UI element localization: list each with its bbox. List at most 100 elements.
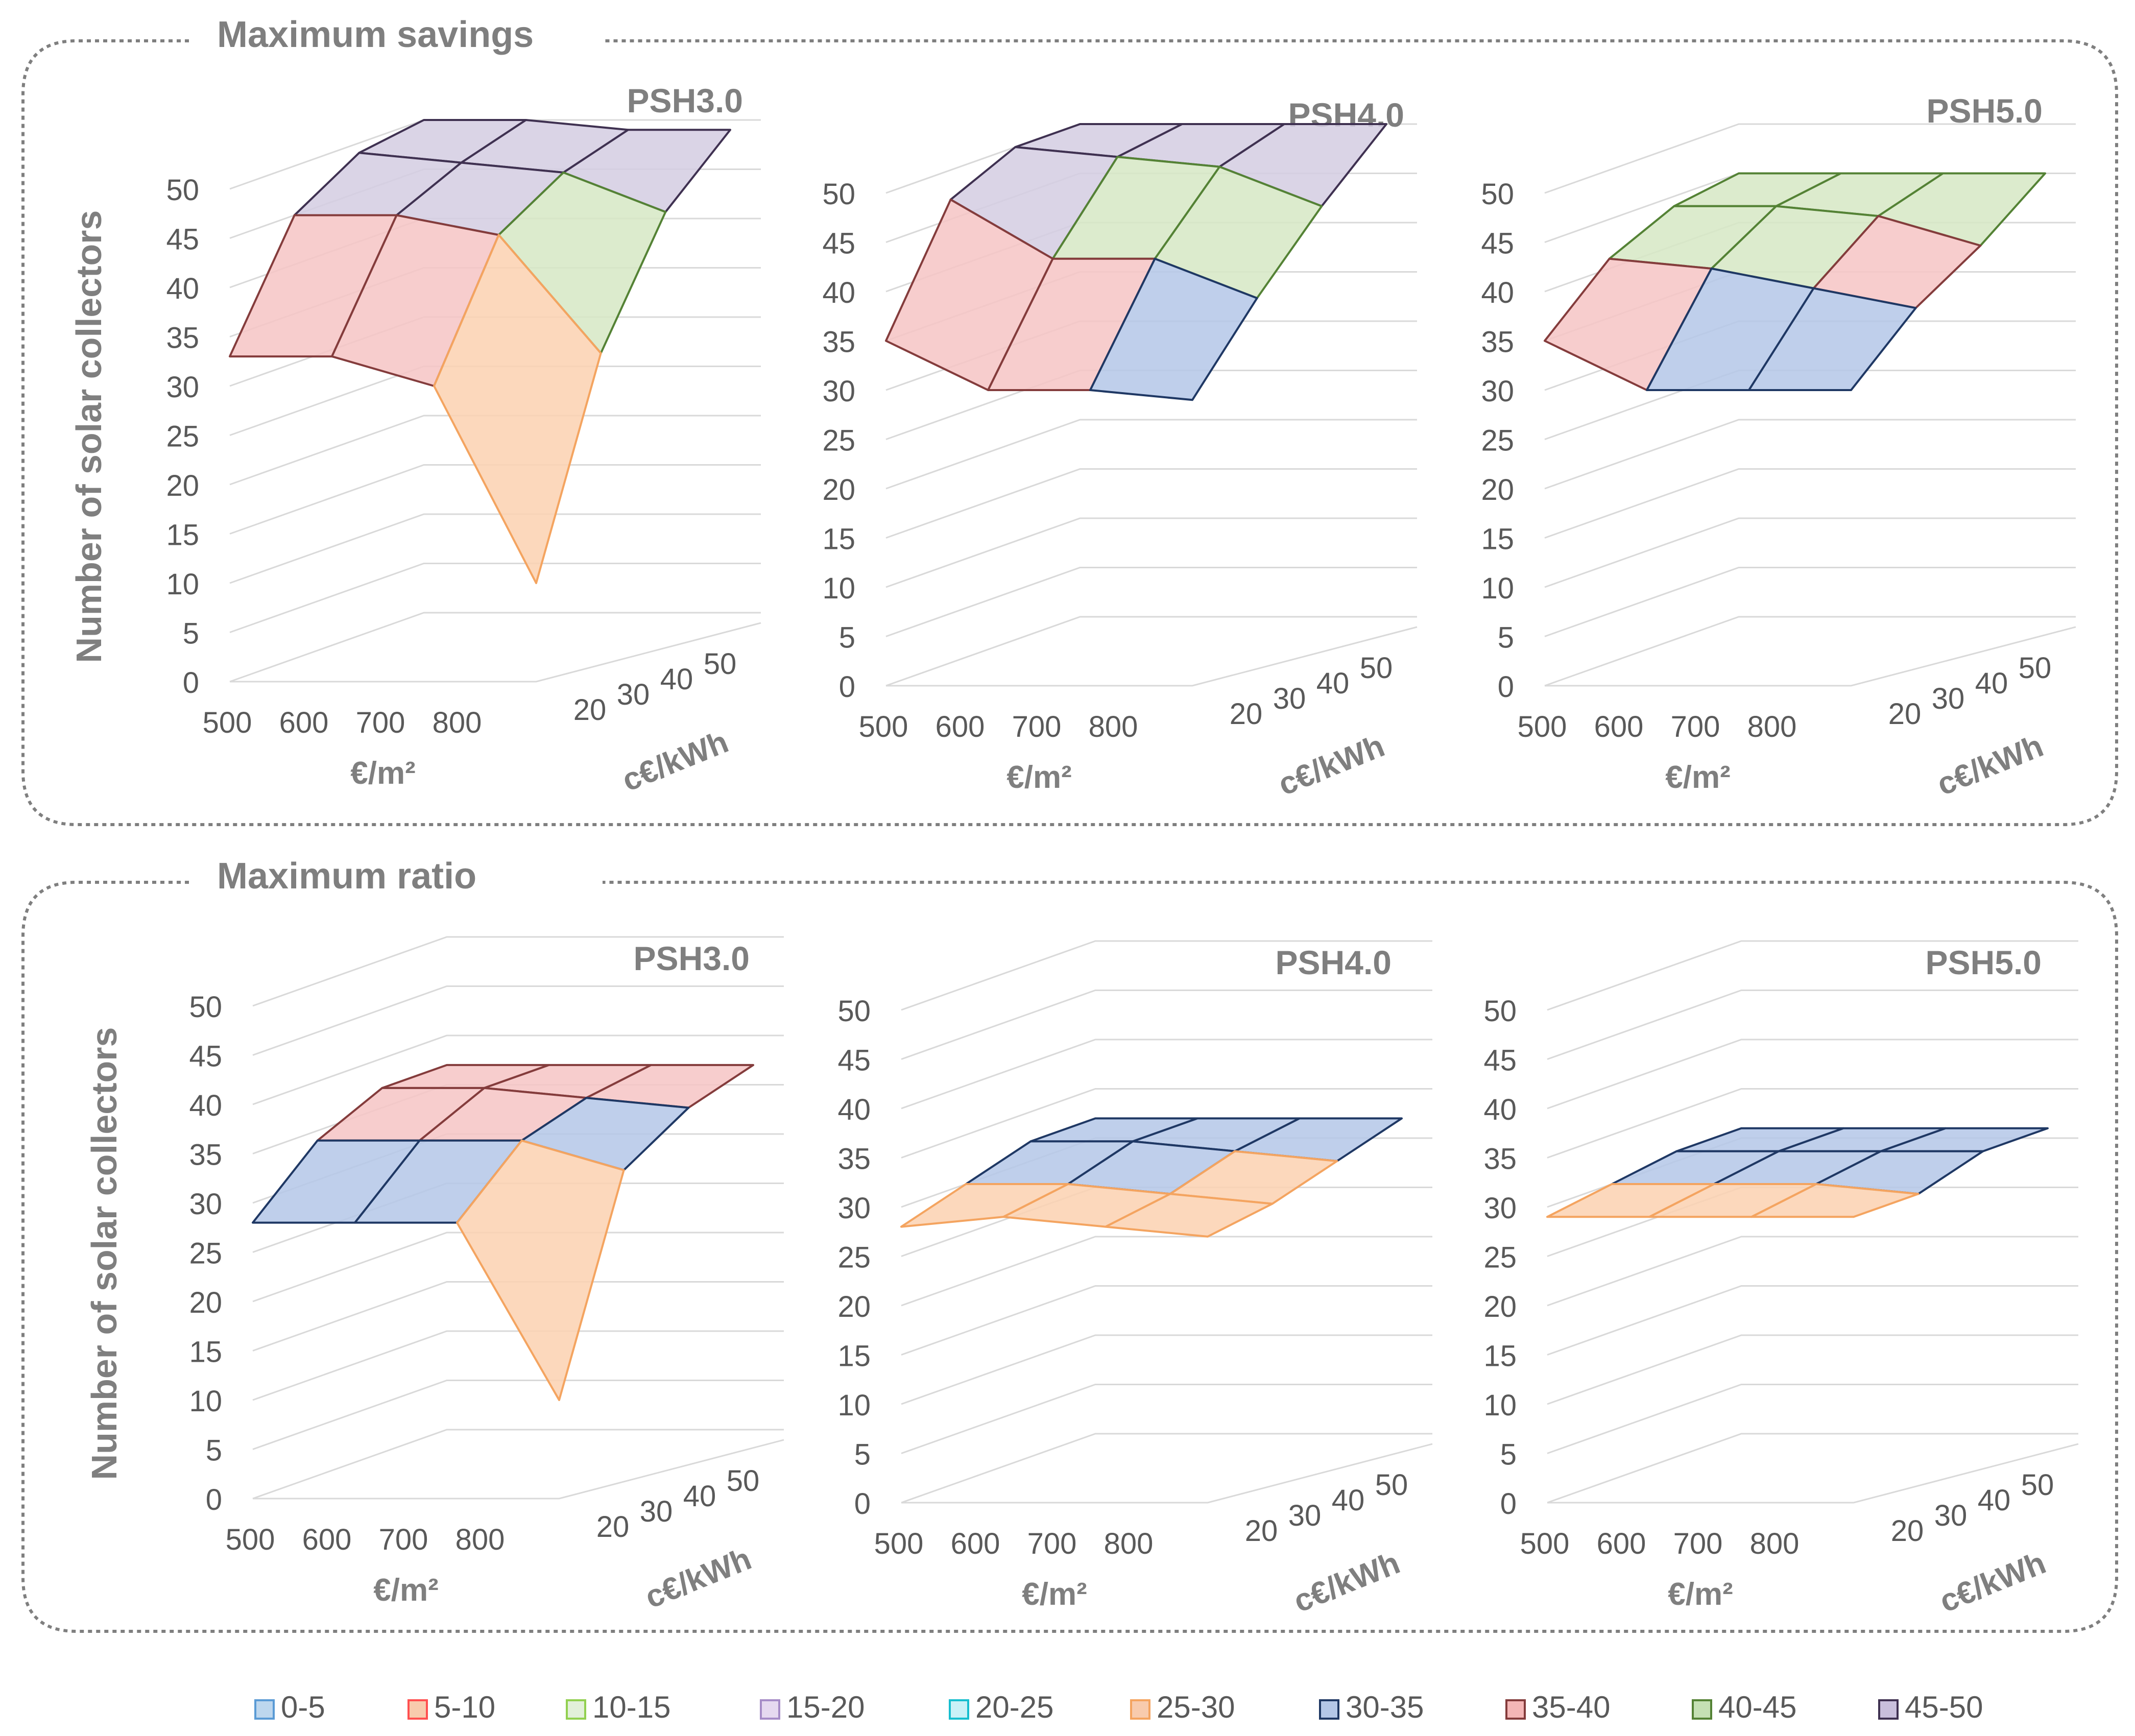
- y-tick-label: 20: [837, 1290, 871, 1323]
- y-tick-label: 25: [189, 1237, 222, 1270]
- chart-title: PSH4.0: [1276, 944, 1392, 981]
- y-tick-label: 35: [1481, 326, 1514, 359]
- y-tick-label: 30: [822, 375, 855, 408]
- gridline: [252, 985, 784, 1056]
- y-tick-label: 35: [822, 326, 855, 359]
- x-axis-title: €/m²: [1022, 1577, 1087, 1612]
- legend-swatch: [1505, 1699, 1526, 1720]
- z-axis-title: c€/kWh: [617, 724, 733, 798]
- y-tick-label: 5: [839, 621, 855, 655]
- y-tick-label: 25: [837, 1241, 871, 1274]
- floor-line: [886, 626, 1418, 687]
- legend-swatch: [1130, 1699, 1150, 1720]
- legend-label: 30-35: [1346, 1690, 1424, 1724]
- legend-swatch: [1319, 1699, 1339, 1720]
- y-tick-label: 25: [166, 420, 199, 453]
- gridline: [901, 1236, 1432, 1307]
- y-tick-label: 0: [1498, 670, 1514, 704]
- z-tick-label: 20: [596, 1510, 630, 1544]
- x-tick-label: 600: [302, 1523, 352, 1556]
- gridline: [1547, 1433, 2078, 1504]
- x-tick-label: 500: [203, 706, 252, 739]
- x-tick-label: 500: [859, 710, 908, 743]
- gridline: [885, 616, 1417, 687]
- chart-5: 0 5 10 15 20 25 30 35 40 45 50 500 600 700 800 20 30 40 50…: [837, 940, 1433, 1620]
- legend-swatch: [407, 1699, 428, 1720]
- gridline: [1547, 1236, 2078, 1307]
- y-tick-label: 5: [206, 1434, 222, 1467]
- y-tick-label: 20: [1481, 473, 1514, 507]
- y-tick-label: 15: [1481, 523, 1514, 556]
- gridline: [901, 990, 1432, 1060]
- x-tick-label: 700: [1673, 1527, 1723, 1560]
- y-tick-label: 10: [1483, 1389, 1517, 1422]
- legend-label: 40-45: [1718, 1690, 1796, 1724]
- z-tick-label: 50: [2021, 1468, 2054, 1502]
- z-tick-label: 20: [1891, 1514, 1924, 1548]
- gridline: [1544, 123, 2076, 194]
- gridline: [252, 1232, 784, 1303]
- gridline: [252, 1034, 784, 1105]
- x-tick-label: 800: [433, 706, 482, 739]
- gridline: [1547, 1088, 2078, 1159]
- gridline: [901, 1088, 1432, 1159]
- y-tick-label: 40: [189, 1089, 222, 1122]
- gridline: [229, 513, 761, 584]
- y-tick-label: 50: [822, 178, 855, 211]
- y-tick-label: 20: [1483, 1290, 1517, 1323]
- floor-line: [1545, 626, 2076, 687]
- legend-label: 20-25: [975, 1690, 1053, 1724]
- y-tick-label: 35: [166, 322, 199, 355]
- y-tick-label: 30: [1483, 1192, 1517, 1225]
- x-axis-title: €/m²: [350, 756, 415, 791]
- y-tick-label: 25: [1483, 1241, 1517, 1274]
- legend-swatch: [949, 1699, 969, 1720]
- gridline: [901, 1285, 1432, 1356]
- y-tick-label: 30: [166, 371, 199, 404]
- gridline: [229, 563, 761, 633]
- y-tick-label: 0: [854, 1487, 871, 1521]
- y-tick-label: 30: [1481, 375, 1514, 408]
- x-tick-label: 600: [279, 706, 329, 739]
- z-axis-title: c€/kWh: [1274, 728, 1389, 802]
- y-tick-label: 5: [854, 1438, 871, 1472]
- x-tick-label: 800: [1747, 710, 1797, 743]
- y-tick-label: 20: [822, 473, 855, 507]
- y-axis-title-bottom: Number of solar collectors: [84, 1027, 124, 1480]
- gridline: [885, 567, 1417, 637]
- y-tick-label: 10: [837, 1389, 871, 1422]
- y-tick-label: 10: [189, 1385, 222, 1418]
- y-tick-label: 50: [1481, 178, 1514, 211]
- y-tick-label: 15: [822, 523, 855, 556]
- y-tick-label: 50: [189, 991, 222, 1024]
- surface-cell: [1105, 1193, 1274, 1238]
- surface-cell: [456, 1139, 625, 1401]
- y-tick-label: 45: [837, 1044, 871, 1077]
- chart-title: PSH5.0: [1926, 944, 2042, 981]
- y-tick-label: 10: [822, 572, 855, 605]
- y-tick-label: 15: [837, 1340, 871, 1373]
- chart-3: 0 5 10 15 20 25 30 35 40 45 50 500 600 700 800 20 30 40 50…: [1481, 92, 2076, 803]
- y-tick-label: 45: [822, 227, 855, 260]
- legend-label: 5-10: [434, 1690, 495, 1724]
- z-tick-label: 50: [2019, 652, 2052, 685]
- gridline: [885, 468, 1417, 539]
- gridline: [1544, 567, 2076, 637]
- z-axis-title: c€/kWh: [1935, 1545, 2051, 1619]
- gridline: [885, 517, 1417, 588]
- z-tick-label: 30: [1273, 682, 1306, 715]
- chart-1: 0 5 10 15 20 25 30 35 40 45 50 500 600 700 800 20 30 40 50…: [166, 82, 761, 799]
- x-tick-label: 600: [1597, 1527, 1646, 1560]
- y-tick-label: 20: [166, 469, 199, 502]
- y-tick-label: 15: [166, 519, 199, 552]
- y-tick-label: 10: [166, 568, 199, 601]
- z-tick-label: 30: [640, 1495, 673, 1528]
- y-tick-label: 35: [1483, 1143, 1517, 1176]
- z-tick-label: 20: [573, 693, 607, 727]
- x-tick-label: 500: [1520, 1527, 1570, 1560]
- z-tick-label: 50: [704, 647, 737, 681]
- gridline: [901, 1433, 1432, 1504]
- chart-title: PSH3.0: [627, 82, 743, 119]
- gridline: [1547, 940, 2078, 1011]
